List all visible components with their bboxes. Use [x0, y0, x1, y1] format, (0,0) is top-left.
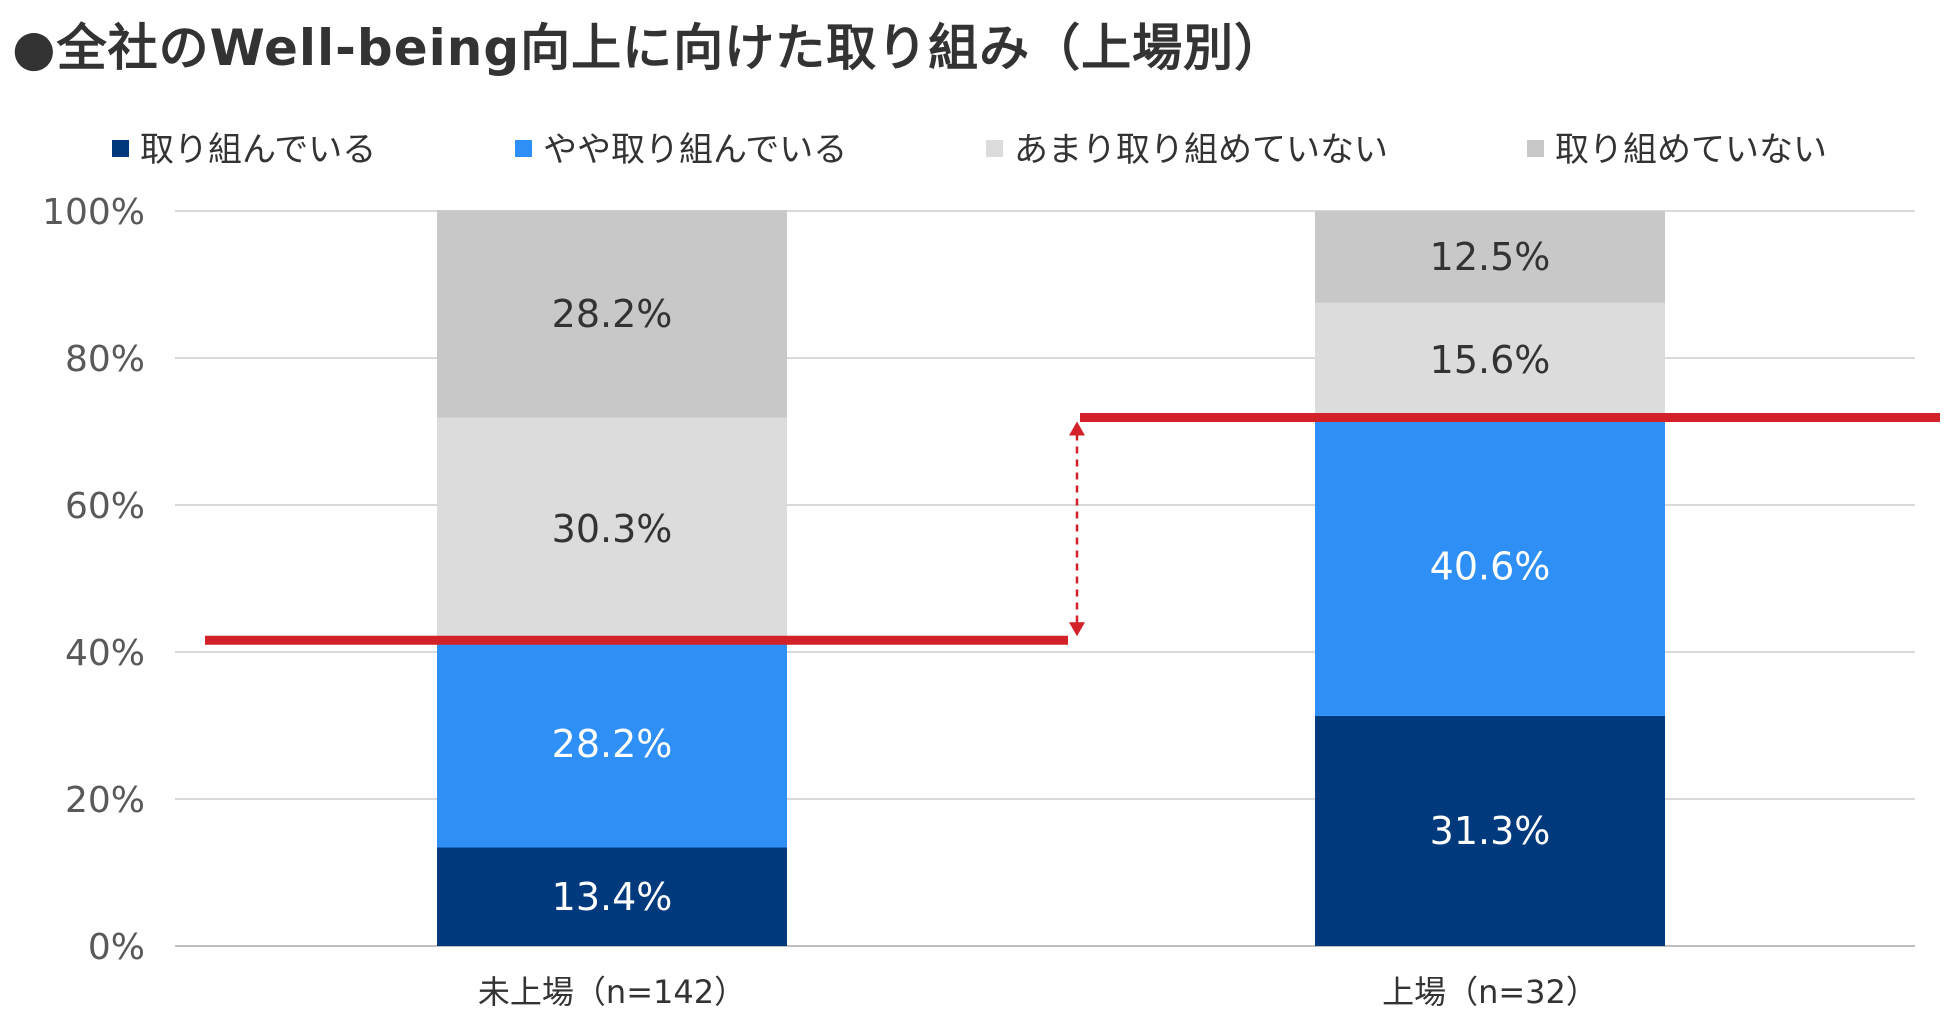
legend-label: 取り組んでいる	[140, 130, 376, 170]
data-label: 13.4%	[552, 875, 673, 919]
data-label: 40.6%	[1430, 545, 1551, 589]
data-label: 28.2%	[552, 722, 673, 766]
x-category-label: 上場（n=32）	[1382, 973, 1598, 1011]
chart-title: ●全社のWell-being向上に向けた取り組み（上場別）	[12, 19, 1286, 77]
legend-swatch	[515, 140, 532, 157]
y-tick-label: 40%	[65, 633, 145, 674]
legend-swatch	[112, 140, 129, 157]
bar-segment	[437, 847, 787, 946]
arrow-head-up-icon	[1069, 421, 1085, 436]
y-tick-label: 20%	[65, 780, 145, 821]
bar-segment	[437, 210, 787, 418]
data-label: 28.2%	[552, 292, 673, 336]
bar-segment	[1315, 211, 1665, 303]
arrow-head-down-icon	[1069, 622, 1085, 637]
bar-segment	[1315, 417, 1665, 716]
legend-label: やや取り組んでいる	[543, 130, 847, 170]
legend-label: あまり取り組めていない	[1014, 130, 1388, 170]
legend-swatch	[986, 140, 1003, 157]
y-tick-label: 100%	[42, 192, 145, 233]
data-label: 30.3%	[552, 507, 673, 551]
y-tick-label: 60%	[65, 486, 145, 527]
bar-segment	[437, 417, 787, 641]
bar-segment	[1315, 302, 1665, 418]
y-tick-label: 80%	[65, 339, 145, 380]
legend-label: 取り組めていない	[1555, 130, 1827, 170]
bar-segment	[437, 640, 787, 848]
y-tick-label: 0%	[88, 927, 145, 968]
bar-segment	[1315, 715, 1665, 946]
data-label: 31.3%	[1430, 809, 1551, 853]
x-category-label: 未上場（n=142）	[478, 973, 746, 1011]
legend-swatch	[1527, 140, 1544, 157]
data-label: 15.6%	[1430, 338, 1551, 382]
data-label: 12.5%	[1430, 235, 1551, 279]
